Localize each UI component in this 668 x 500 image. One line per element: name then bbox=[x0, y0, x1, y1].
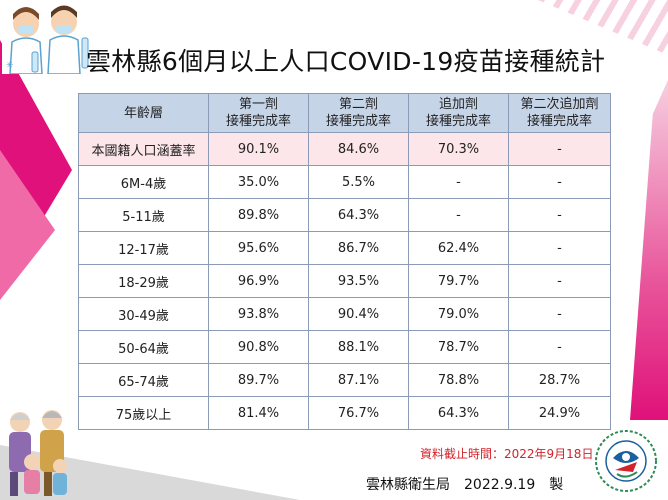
table-cell: 64.3% bbox=[308, 198, 409, 232]
table-cell: 89.7% bbox=[208, 363, 309, 397]
table-row: 12-17歲 95.6% 86.7% 62.4% - bbox=[78, 231, 611, 265]
table-row: 50-64歲 90.8% 88.1% 78.7% - bbox=[78, 330, 611, 364]
column-header-second-booster-dose: 第二次追加劑 接種完成率 bbox=[508, 93, 611, 133]
table-row: 本國籍人口涵蓋率 90.1% 84.6% 70.3% - bbox=[78, 132, 611, 166]
column-header-second-dose: 第二劑 接種完成率 bbox=[308, 93, 409, 133]
table-cell: 95.6% bbox=[208, 231, 309, 265]
table-cell: 75歲以上 bbox=[78, 396, 209, 430]
svg-text:✳: ✳ bbox=[6, 61, 14, 71]
table-cell: 18-29歲 bbox=[78, 264, 209, 298]
table-cell: - bbox=[508, 132, 611, 166]
table-cell: 65-74歲 bbox=[78, 363, 209, 397]
column-header-booster-dose: 追加劑 接種完成率 bbox=[408, 93, 509, 133]
table-cell: 50-64歲 bbox=[78, 330, 209, 364]
left-pink-accent-shape bbox=[0, 150, 55, 300]
yunlin-health-bureau-logo-icon bbox=[595, 430, 657, 492]
table-cell: 90.4% bbox=[308, 297, 409, 331]
table-row: 5-11歲 89.8% 64.3% - - bbox=[78, 198, 611, 232]
table-cell: 35.0% bbox=[208, 165, 309, 199]
table-cell: 70.3% bbox=[408, 132, 509, 166]
table-cell: 76.7% bbox=[308, 396, 409, 430]
table-cell: - bbox=[508, 264, 611, 298]
table-row: 6M-4歲 35.0% 5.5% - - bbox=[78, 165, 611, 199]
table-cell: 89.8% bbox=[208, 198, 309, 232]
column-header-first-dose: 第一劑 接種完成率 bbox=[208, 93, 309, 133]
page-title: 雲林縣6個月以上人口COVID-19疫苗接種統計 bbox=[86, 47, 606, 76]
table-row: 18-29歲 96.9% 93.5% 79.7% - bbox=[78, 264, 611, 298]
table-cell: 5-11歲 bbox=[78, 198, 209, 232]
table-cell: 6M-4歲 bbox=[78, 165, 209, 199]
table-row: 30-49歲 93.8% 90.4% 79.0% - bbox=[78, 297, 611, 331]
table-cell: 93.8% bbox=[208, 297, 309, 331]
vaccination-stats-table: 年齡層 第一劑 接種完成率 第二劑 接種完成率 追加劑 接種完成率 第二次追加劑 接種完… bbox=[78, 93, 611, 430]
table-cell: 本國籍人口涵蓋率 bbox=[78, 132, 209, 166]
table-row: 65-74歲 89.7% 87.1% 78.8% 28.7% bbox=[78, 363, 611, 397]
table-cell: 62.4% bbox=[408, 231, 509, 265]
table-cell: 81.4% bbox=[208, 396, 309, 430]
table-cell: - bbox=[508, 165, 611, 199]
table-cell: 79.7% bbox=[408, 264, 509, 298]
table-cell: - bbox=[508, 198, 611, 232]
table-cell: 64.3% bbox=[408, 396, 509, 430]
table-cell: 12-17歲 bbox=[78, 231, 209, 265]
healthcare-workers-illustration-icon: ✳ bbox=[2, 2, 94, 74]
table-row: 75歲以上 81.4% 76.7% 64.3% 24.9% bbox=[78, 396, 611, 430]
table-cell: 24.9% bbox=[508, 396, 611, 430]
table-cell: 84.6% bbox=[308, 132, 409, 166]
footer-credit: 雲林縣衛生局 2022.9.19 製 bbox=[366, 477, 564, 493]
family-illustration-icon bbox=[9, 410, 67, 496]
table-cell: - bbox=[508, 330, 611, 364]
table-cell: - bbox=[508, 231, 611, 265]
table-cell: 87.1% bbox=[308, 363, 409, 397]
table-cell: - bbox=[508, 297, 611, 331]
table-cell: 28.7% bbox=[508, 363, 611, 397]
column-header-age-group: 年齡層 bbox=[78, 93, 209, 133]
table-cell: - bbox=[408, 198, 509, 232]
table-header-row: 年齡層 第一劑 接種完成率 第二劑 接種完成率 追加劑 接種完成率 第二次追加劑 接種完… bbox=[78, 93, 611, 133]
table-cell: 86.7% bbox=[308, 231, 409, 265]
table-cell: 5.5% bbox=[308, 165, 409, 199]
table-cell: 93.5% bbox=[308, 264, 409, 298]
table-cell: 90.8% bbox=[208, 330, 309, 364]
table-cell: 78.7% bbox=[408, 330, 509, 364]
table-cell: 88.1% bbox=[308, 330, 409, 364]
table-cell: - bbox=[408, 165, 509, 199]
table-cell: 30-49歲 bbox=[78, 297, 209, 331]
table-cell: 79.0% bbox=[408, 297, 509, 331]
table-cell: 78.8% bbox=[408, 363, 509, 397]
table-cell: 90.1% bbox=[208, 132, 309, 166]
data-cutoff-note: 資料截止時間：2022年9月18日 bbox=[420, 447, 594, 461]
table-cell: 96.9% bbox=[208, 264, 309, 298]
right-pink-band bbox=[630, 80, 668, 420]
